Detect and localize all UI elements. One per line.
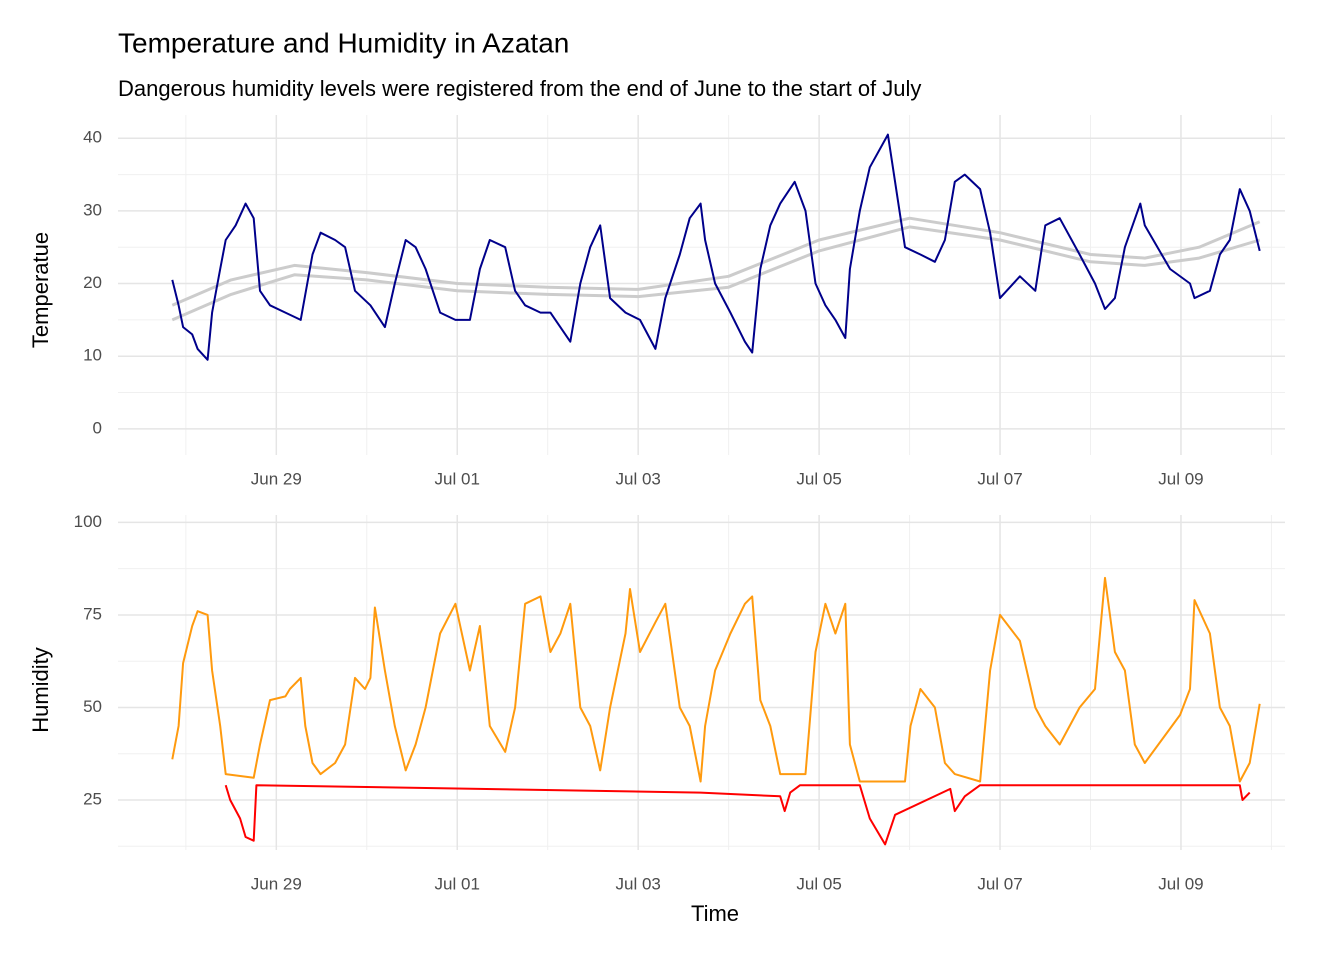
y-tick-label: 40 — [83, 128, 102, 147]
y-tick-label: 30 — [83, 200, 102, 219]
x-tick-label: Jul 07 — [977, 874, 1022, 893]
x-tick-label: Jul 09 — [1158, 874, 1203, 893]
y-axis-title: Temperatue — [28, 232, 53, 348]
x-tick-label: Jun 29 — [251, 874, 302, 893]
x-tick-label: Jul 05 — [796, 874, 841, 893]
data-line — [224, 784, 1251, 846]
y-tick-label: 25 — [83, 790, 102, 809]
x-tick-label: Jul 01 — [435, 469, 480, 488]
x-tick-label: Jul 05 — [796, 469, 841, 488]
chart-title: Temperature and Humidity in Azatan — [118, 27, 569, 58]
y-axis-title: Humidity — [28, 647, 53, 733]
chart-subtitle: Dangerous humidity levels were registere… — [118, 76, 921, 101]
data-line — [171, 216, 1261, 307]
y-tick-label: 100 — [74, 512, 102, 531]
x-tick-label: Jul 07 — [977, 469, 1022, 488]
data-line — [171, 576, 1261, 783]
data-line — [171, 133, 1261, 361]
y-tick-label: 50 — [83, 697, 102, 716]
y-tick-label: 0 — [93, 418, 102, 437]
x-axis-title: Time — [691, 901, 739, 926]
y-tick-label: 10 — [83, 346, 102, 365]
y-tick-label: 75 — [83, 604, 102, 623]
x-tick-label: Jul 09 — [1158, 469, 1203, 488]
x-tick-label: Jul 01 — [435, 874, 480, 893]
y-tick-label: 20 — [83, 273, 102, 292]
data-line — [171, 225, 1261, 322]
x-tick-label: Jul 03 — [615, 874, 660, 893]
x-tick-label: Jul 03 — [615, 469, 660, 488]
x-tick-label: Jun 29 — [251, 469, 302, 488]
